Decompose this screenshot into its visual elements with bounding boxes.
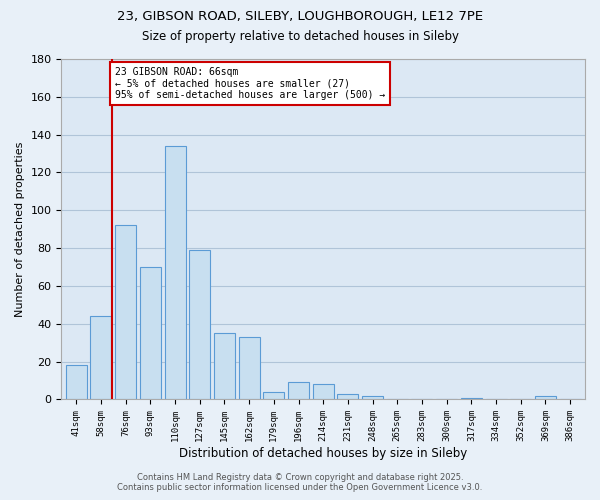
Text: Size of property relative to detached houses in Sileby: Size of property relative to detached ho…: [142, 30, 458, 43]
Bar: [140, 267, 161, 400]
Bar: [214, 334, 235, 400]
Bar: [288, 382, 309, 400]
Text: 23, GIBSON ROAD, SILEBY, LOUGHBOROUGH, LE12 7PE: 23, GIBSON ROAD, SILEBY, LOUGHBOROUGH, L…: [117, 10, 483, 23]
Y-axis label: Number of detached properties: Number of detached properties: [15, 142, 25, 317]
Bar: [535, 396, 556, 400]
Bar: [263, 392, 284, 400]
Bar: [362, 396, 383, 400]
Bar: [461, 398, 482, 400]
Bar: [239, 337, 260, 400]
Bar: [91, 316, 112, 400]
Bar: [337, 394, 358, 400]
Bar: [115, 226, 136, 400]
Bar: [313, 384, 334, 400]
Text: Contains HM Land Registry data © Crown copyright and database right 2025.
Contai: Contains HM Land Registry data © Crown c…: [118, 473, 482, 492]
Bar: [66, 366, 87, 400]
Bar: [164, 146, 185, 400]
Text: 23 GIBSON ROAD: 66sqm
← 5% of detached houses are smaller (27)
95% of semi-detac: 23 GIBSON ROAD: 66sqm ← 5% of detached h…: [115, 66, 385, 100]
X-axis label: Distribution of detached houses by size in Sileby: Distribution of detached houses by size …: [179, 447, 467, 460]
Bar: [189, 250, 210, 400]
